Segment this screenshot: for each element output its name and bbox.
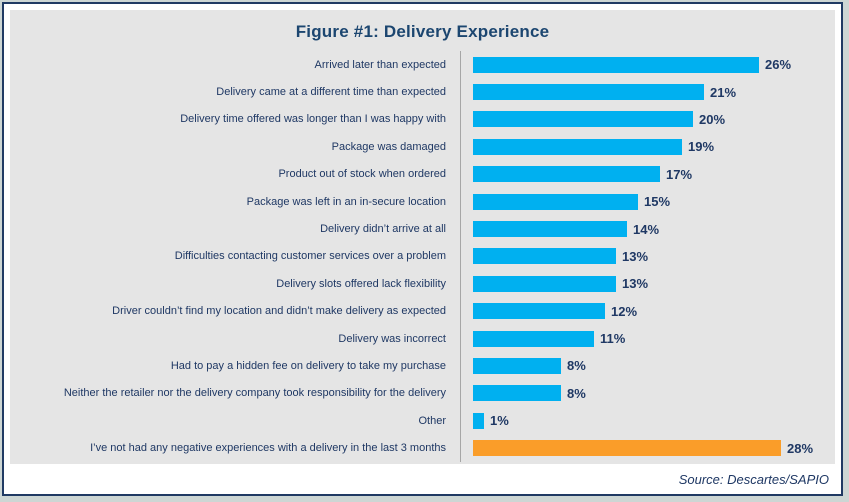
- bar: [473, 357, 561, 374]
- chart-row: I’ve not had any negative experiences wi…: [10, 434, 835, 462]
- value-label: 13%: [622, 276, 649, 292]
- category-label: Delivery came at a different time than e…: [216, 86, 446, 99]
- bar: [473, 303, 605, 320]
- bar: [473, 84, 704, 101]
- bar-cell: 26%: [460, 51, 835, 79]
- figure-frame: Figure #1: Delivery Experience Arrived l…: [2, 2, 843, 496]
- bar: [473, 111, 693, 128]
- value-label: 1%: [490, 413, 509, 429]
- value-label: 21%: [710, 84, 737, 100]
- category-label: Package was damaged: [331, 140, 446, 153]
- bar: [473, 385, 561, 402]
- bar: [473, 166, 660, 183]
- bar: [473, 221, 627, 238]
- bar-cell: 17%: [460, 160, 835, 188]
- chart-rows: Arrived later than expected 26% Delivery…: [10, 51, 835, 462]
- bar-cell: 19%: [460, 133, 835, 161]
- chart-row: Delivery time offered was longer than I …: [10, 105, 835, 134]
- category-label: Difficulties contacting customer service…: [174, 250, 446, 263]
- value-label: 13%: [622, 248, 649, 264]
- bar: [473, 248, 616, 265]
- chart-row: Delivery didn’t arrive at all 14%: [10, 215, 835, 243]
- bar-cell: 1%: [460, 407, 835, 435]
- category-label: Delivery didn’t arrive at all: [320, 223, 446, 236]
- bar: [473, 138, 682, 155]
- bar: [473, 193, 638, 210]
- category-label: Delivery time offered was longer than I …: [180, 113, 446, 126]
- bar-cell: 11%: [460, 324, 835, 353]
- category-label: Arrived later than expected: [314, 58, 446, 71]
- bar-cell: 28%: [460, 434, 835, 462]
- value-label: 26%: [765, 57, 792, 73]
- value-label: 19%: [688, 139, 715, 155]
- source-caption: Source: Descartes/SAPIO: [678, 472, 829, 487]
- bar: [473, 275, 616, 292]
- category-label: Other: [418, 414, 446, 427]
- category-label: I’ve not had any negative experiences wi…: [90, 442, 446, 455]
- bar-cell: 15%: [460, 187, 835, 216]
- chart-row: Difficulties contacting customer service…: [10, 242, 835, 271]
- bar: [473, 440, 781, 457]
- chart-title: Figure #1: Delivery Experience: [295, 22, 550, 41]
- chart-row: Delivery was incorrect 11%: [10, 324, 835, 353]
- value-label: 8%: [567, 358, 586, 374]
- bar: [473, 412, 484, 429]
- bar: [473, 330, 594, 347]
- chart-row: Package was damaged 19%: [10, 133, 835, 161]
- chart-row: Delivery came at a different time than e…: [10, 78, 835, 106]
- value-label: 15%: [644, 194, 671, 210]
- bar-cell: 14%: [460, 215, 835, 243]
- category-label: Neither the retailer nor the delivery co…: [63, 387, 446, 400]
- value-label: 11%: [600, 331, 626, 347]
- value-label: 28%: [787, 440, 814, 456]
- chart-row: Had to pay a hidden fee on delivery to t…: [10, 352, 835, 380]
- bar-cell: 8%: [460, 352, 835, 380]
- chart-panel: Figure #1: Delivery Experience Arrived l…: [10, 10, 835, 464]
- chart-row: Product out of stock when ordered 17%: [10, 160, 835, 188]
- category-label: Driver couldn’t find my location and did…: [112, 305, 446, 318]
- bar-cell: 21%: [460, 78, 835, 106]
- chart-row: Arrived later than expected 26%: [10, 51, 835, 79]
- bar-cell: 8%: [460, 379, 835, 408]
- value-label: 14%: [633, 221, 660, 237]
- chart-row: Package was left in an in-secure locatio…: [10, 187, 835, 216]
- category-label: Had to pay a hidden fee on delivery to t…: [170, 359, 446, 372]
- category-label: Package was left in an in-secure locatio…: [246, 195, 446, 208]
- value-label: 8%: [567, 385, 586, 401]
- bar-cell: 13%: [460, 242, 835, 271]
- bar-cell: 13%: [460, 270, 835, 298]
- category-label: Delivery slots offered lack flexibility: [276, 277, 446, 290]
- bar-cell: 12%: [460, 297, 835, 325]
- category-label: Delivery was incorrect: [338, 332, 446, 345]
- bar-cell: 20%: [460, 105, 835, 134]
- bar: [473, 56, 759, 73]
- chart-row: Driver couldn’t find my location and did…: [10, 297, 835, 325]
- category-label: Product out of stock when ordered: [278, 168, 446, 181]
- chart-row: Delivery slots offered lack flexibility …: [10, 270, 835, 298]
- chart-row: Other 1%: [10, 407, 835, 435]
- value-label: 17%: [666, 166, 693, 182]
- value-label: 20%: [699, 111, 726, 127]
- value-label: 12%: [611, 303, 638, 319]
- chart-row: Neither the retailer nor the delivery co…: [10, 379, 835, 408]
